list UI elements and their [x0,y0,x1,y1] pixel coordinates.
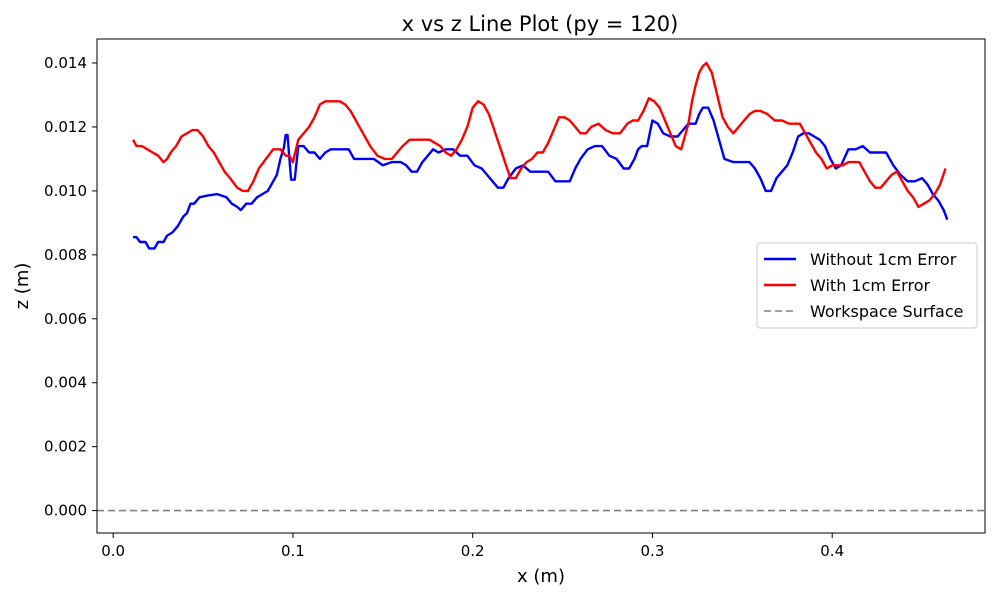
y-tick-label: 0.008 [44,246,87,264]
chart-title: x vs z Line Plot (py = 120) [402,12,679,36]
y-tick-label: 0.004 [44,374,87,392]
y-tick-label: 0.010 [44,182,87,200]
series-line-1 [131,61,947,209]
x-tick-label: 0.3 [641,542,665,560]
y-tick-label: 0.002 [44,438,87,456]
legend: Without 1cm Error With 1cm Error Workspace… [756,242,978,329]
x-axis: 0.0 0.1 0.2 0.3 0.4 [101,533,844,560]
plot-area [96,38,986,534]
x-tick-label: 0.1 [281,542,305,560]
y-tick-label: 0.006 [44,310,87,328]
y-axis-label: z (m) [12,263,33,310]
legend-label: With 1cm Error [810,276,930,295]
series-layer [97,61,985,512]
y-axis: 0.000 0.002 0.004 0.006 0.008 0.010 0.012 0.014 [44,54,97,520]
y-tick-label: 0.014 [44,54,87,72]
y-tick-label: 0.012 [44,118,87,136]
legend-label: Without 1cm Error [810,250,957,269]
legend-box [756,242,978,329]
x-tick-label: 0.2 [461,542,485,560]
x-axis-label: x (m) [517,566,565,587]
legend-label: Workspace Surface [810,302,964,321]
x-tick-label: 0.0 [101,542,125,560]
plot-frame [96,38,986,534]
x-tick-label: 0.4 [820,542,844,560]
y-tick-label: 0.000 [44,502,87,520]
